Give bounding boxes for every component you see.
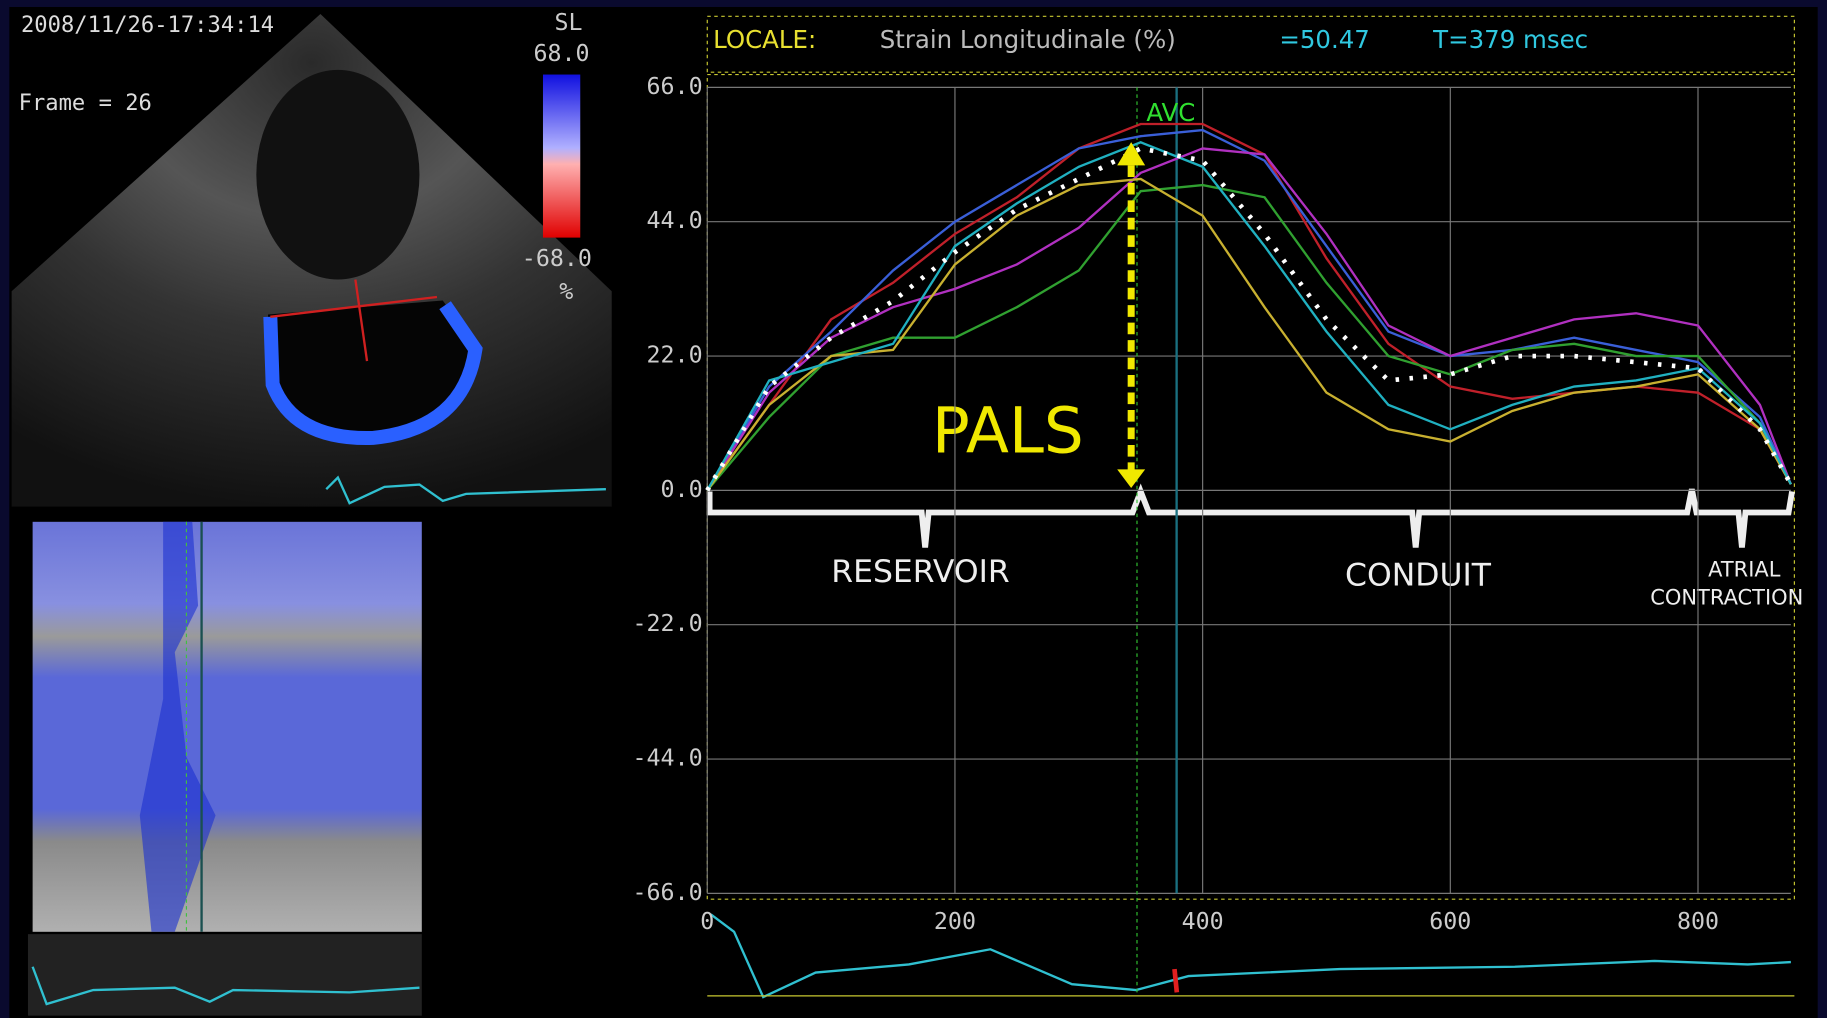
x-tick-label: 400 <box>1182 908 1224 935</box>
mmode-strip <box>27 934 422 1016</box>
y-tick-label: 44.0 <box>647 207 703 234</box>
y-tick-label: 22.0 <box>647 342 703 369</box>
mini-ecg <box>325 475 606 505</box>
mmode-ecg <box>31 966 420 1006</box>
x-tick-label: 200 <box>934 908 976 935</box>
series-line <box>706 147 1792 491</box>
y-tick-label: -66.0 <box>632 879 702 906</box>
timestamp: 2008/11/26-17:34:14 <box>21 12 274 38</box>
avc-label: AVC <box>1146 98 1195 127</box>
roi-axis <box>270 295 438 318</box>
scale-min: -68.0 <box>522 245 592 272</box>
scale-unit: % <box>559 278 573 305</box>
series-line <box>706 128 1792 491</box>
x-tick-label: 0 <box>700 908 714 935</box>
phase-label: CONTRACTION <box>1650 586 1803 610</box>
phase-label: ATRIAL <box>1708 558 1781 582</box>
roi <box>263 301 483 445</box>
x-tick-label: 600 <box>1429 908 1471 935</box>
readout-value: =50.47 <box>1279 25 1370 54</box>
atrium <box>267 300 478 441</box>
phase-label: RESERVOIR <box>831 554 1010 590</box>
phase-label: CONDUIT <box>1345 558 1492 594</box>
ecg-marker <box>1172 968 1180 993</box>
chart-title: LOCALE: <box>713 25 816 54</box>
scale-name: SL <box>555 9 583 36</box>
chart-subtitle: Strain Longitudinale (%) <box>880 25 1176 54</box>
x-tick-label: 800 <box>1677 908 1719 935</box>
ultrasound-cavity <box>256 69 420 280</box>
ecg-trace <box>710 913 1791 999</box>
color-bar <box>542 74 581 238</box>
strain-map-band <box>139 521 216 932</box>
frame-label: Frame = 26 <box>19 90 152 116</box>
y-tick-label: 66.0 <box>647 73 703 100</box>
readout-time: T=379 msec <box>1432 25 1588 54</box>
roi-axis <box>354 279 369 362</box>
series-line <box>706 183 1792 492</box>
header-box <box>706 15 1795 73</box>
y-tick-label: -22.0 <box>632 610 702 637</box>
pals-label: PALS <box>932 395 1084 468</box>
y-tick-label: -44.0 <box>632 745 702 772</box>
y-tick-label: 0.0 <box>661 476 703 503</box>
scale-max: 68.0 <box>533 40 589 67</box>
series-line <box>706 141 1792 491</box>
series-line <box>706 177 1792 492</box>
strain-map <box>32 521 422 932</box>
phase-brackets <box>706 483 1795 548</box>
